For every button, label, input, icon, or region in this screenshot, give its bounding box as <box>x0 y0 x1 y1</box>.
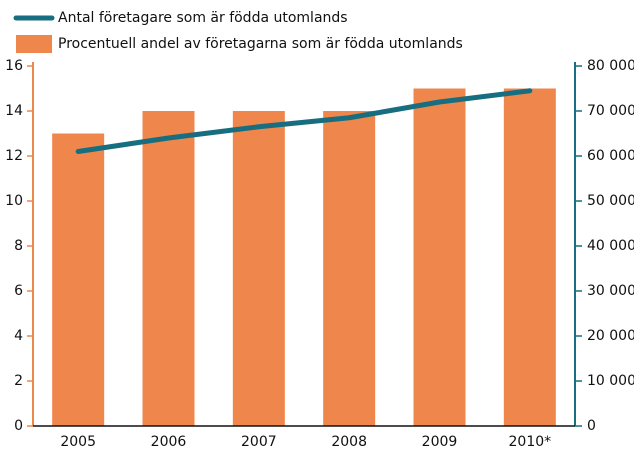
bar <box>503 88 556 426</box>
x-tick-label: 2008 <box>331 434 367 450</box>
bar <box>52 133 105 426</box>
y-tick-label: 10 <box>5 193 23 209</box>
x-tick-label: 2009 <box>422 434 458 450</box>
y-tick-label: 14 <box>5 103 23 119</box>
bar <box>232 111 285 426</box>
y2-tick-label: 60 000 <box>587 148 634 164</box>
y-tick-label: 0 <box>14 418 23 434</box>
y-tick-label: 2 <box>14 373 23 389</box>
y2-tick-label: 80 000 <box>587 58 634 74</box>
y-tick-label: 8 <box>14 238 23 254</box>
y-tick-label: 12 <box>5 148 23 164</box>
x-tick-label: 2006 <box>151 434 187 450</box>
y2-tick-label: 50 000 <box>587 193 634 209</box>
line <box>75 88 533 154</box>
y2-tick-label: 70 000 <box>587 103 634 119</box>
y2-tick-label: 40 000 <box>587 238 634 254</box>
y-tick-label: 16 <box>5 58 23 74</box>
x-tick-label: 2007 <box>241 434 277 450</box>
bar <box>323 111 376 426</box>
y2-tick-label: 30 000 <box>587 283 634 299</box>
y-tick-label: 6 <box>14 283 23 299</box>
bar <box>413 88 466 426</box>
y2-tick-label: 10 000 <box>587 373 634 389</box>
legend-swatch <box>16 35 52 53</box>
legend-label: Antal företagare som är födda utomlands <box>58 10 348 26</box>
bar <box>142 111 195 426</box>
x-tick-label: 2010* <box>509 434 552 450</box>
legend-label: Procentuell andel av företagarna som är … <box>58 36 463 52</box>
y2-tick-label: 20 000 <box>587 328 634 344</box>
y-tick-label: 4 <box>14 328 23 344</box>
y2-tick-label: 0 <box>587 418 596 434</box>
x-tick-label: 2005 <box>60 434 96 450</box>
